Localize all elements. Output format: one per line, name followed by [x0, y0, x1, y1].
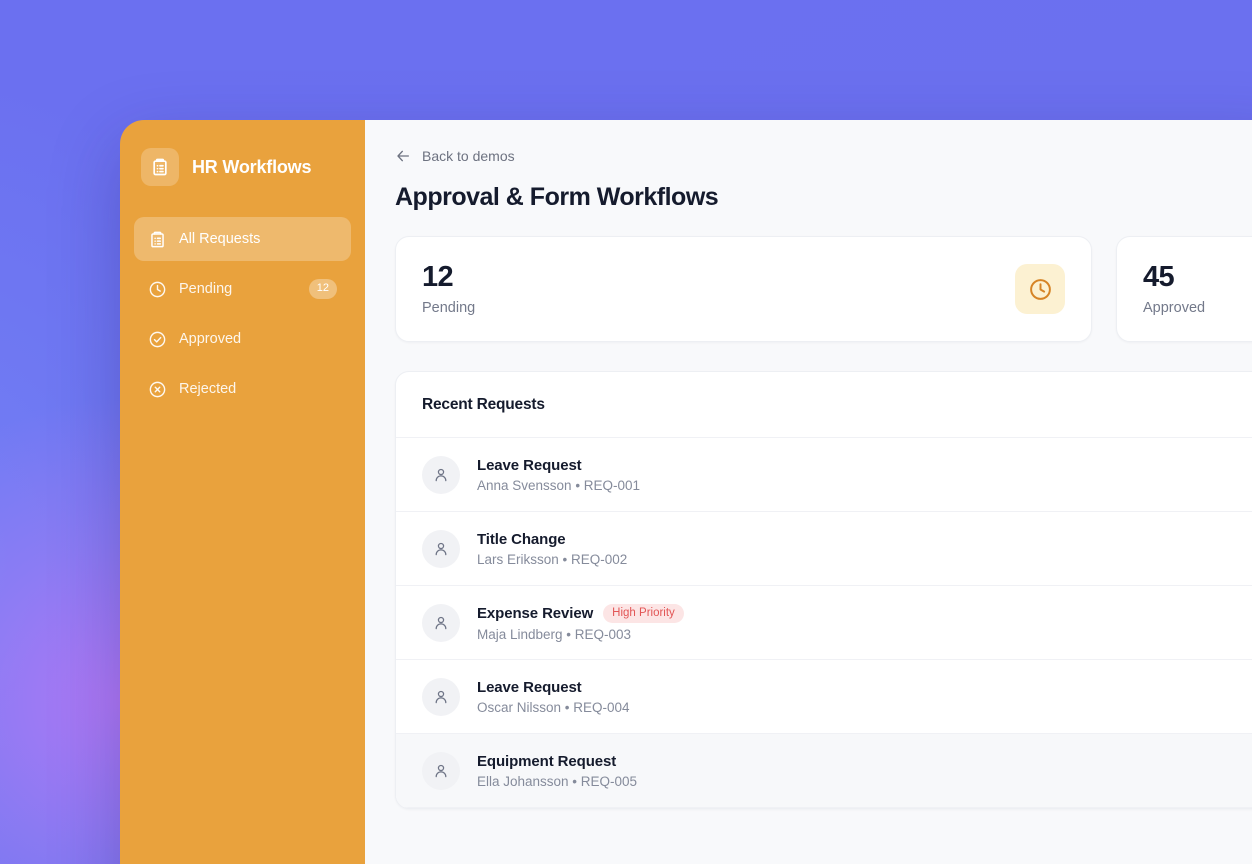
stat-value: 45 — [1143, 261, 1175, 294]
sidebar-nav: All Requests Pending 12 — [134, 217, 351, 411]
sidebar-item-rejected[interactable]: Rejected — [134, 367, 351, 411]
table-row[interactable]: Title Change Lars Eriksson • REQ-002 — [396, 512, 1252, 586]
request-meta: Lars Eriksson • REQ-002 — [477, 551, 628, 567]
panel-title: Recent Requests — [422, 396, 545, 413]
sidebar-item-badge: 12 — [308, 279, 337, 299]
request-texts: Expense Review High Priority Maja Lindbe… — [477, 603, 684, 642]
avatar — [422, 677, 460, 716]
request-meta: Oscar Nilsson • REQ-004 — [477, 699, 630, 715]
back-to-demos-link[interactable]: Back to demos — [395, 148, 515, 164]
sidebar-item-approved[interactable]: Approved — [134, 317, 351, 361]
table-row[interactable]: Leave Request Oscar Nilsson • REQ-004 — [396, 660, 1252, 734]
page-title: Approval & Form Workflows — [395, 183, 719, 211]
avatar — [422, 455, 460, 494]
table-row[interactable]: Leave Request Anna Svensson • REQ-001 — [396, 438, 1252, 512]
clock-icon — [148, 280, 167, 299]
stat-card-text: 12 Pending — [422, 261, 476, 316]
sidebar-item-label: All Requests — [179, 231, 261, 247]
request-meta: Ella Johansson • REQ-005 — [477, 773, 638, 789]
stat-label: Pending — [422, 299, 476, 316]
sidebar-item-label: Pending — [179, 281, 233, 297]
main-content: Back to demos Approval & Form Workflows … — [365, 120, 1252, 864]
request-meta: Maja Lindberg • REQ-003 — [477, 626, 632, 642]
stats-row: 12 Pending 45 Approved — [395, 236, 1252, 342]
recent-requests-panel: Recent Requests Leave Request Anna Svens… — [395, 371, 1252, 809]
request-title: Leave Request — [477, 456, 582, 474]
sidebar-item-all-requests[interactable]: All Requests — [134, 217, 351, 261]
arrow-left-icon — [395, 148, 411, 164]
request-title-line: Leave Request — [477, 679, 630, 696]
check-circle-icon — [148, 330, 167, 349]
avatar — [422, 751, 460, 790]
table-row[interactable]: Expense Review High Priority Maja Lindbe… — [396, 586, 1252, 660]
clipboard-list-icon — [148, 230, 167, 249]
avatar — [422, 603, 460, 642]
table-row[interactable]: Equipment Request Ella Johansson • REQ-0… — [396, 734, 1252, 808]
request-title-line: Expense Review High Priority — [477, 603, 684, 623]
stat-card-approved[interactable]: 45 Approved — [1116, 236, 1252, 342]
stat-card-pending[interactable]: 12 Pending — [395, 236, 1092, 342]
brand: HR Workflows — [134, 140, 351, 186]
clock-icon — [1015, 264, 1065, 314]
sidebar-item-pending[interactable]: Pending 12 — [134, 267, 351, 311]
request-title-line: Leave Request — [477, 457, 640, 474]
request-meta: Anna Svensson • REQ-001 — [477, 477, 641, 493]
request-texts: Title Change Lars Eriksson • REQ-002 — [477, 531, 627, 567]
status-badge: High Priority — [603, 603, 684, 623]
stat-label: Approved — [1143, 299, 1206, 316]
request-texts: Leave Request Anna Svensson • REQ-001 — [477, 457, 640, 493]
request-title-line: Equipment Request — [477, 753, 637, 770]
request-title: Expense Review — [477, 604, 594, 622]
request-title: Equipment Request — [477, 752, 617, 770]
request-title-line: Title Change — [477, 531, 627, 548]
clipboard-list-icon — [141, 148, 179, 186]
brand-title: HR Workflows — [192, 156, 312, 177]
sidebar-item-label: Approved — [179, 331, 242, 347]
request-texts: Leave Request Oscar Nilsson • REQ-004 — [477, 679, 630, 715]
request-texts: Equipment Request Ella Johansson • REQ-0… — [477, 753, 637, 789]
avatar — [422, 529, 460, 568]
x-circle-icon — [148, 380, 167, 399]
app-window: HR Workflows All Requests — [120, 120, 1252, 864]
sidebar: HR Workflows All Requests — [120, 120, 365, 864]
panel-header: Recent Requests — [396, 372, 1252, 438]
stat-card-text: 45 Approved — [1143, 261, 1206, 316]
request-title: Leave Request — [477, 678, 582, 696]
back-link-label: Back to demos — [422, 148, 515, 164]
stat-value: 12 — [422, 261, 454, 294]
sidebar-item-label: Rejected — [179, 381, 237, 397]
request-title: Title Change — [477, 530, 566, 548]
